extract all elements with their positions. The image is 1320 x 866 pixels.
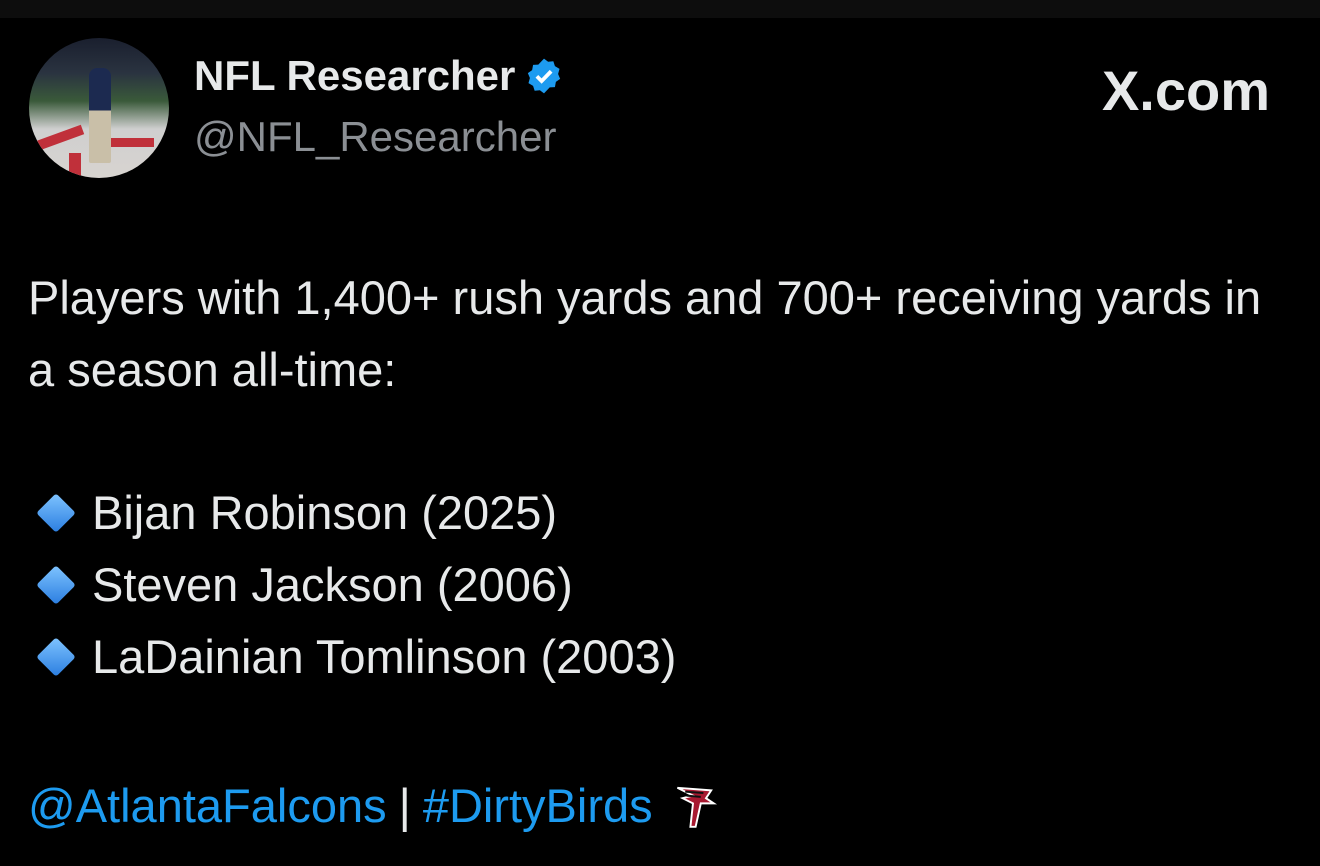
separator: | — [398, 779, 411, 832]
list-item-label: Steven Jackson (2006) — [92, 558, 573, 611]
falcons-logo-icon — [676, 786, 717, 828]
x-com-brand: X.com — [1101, 59, 1270, 122]
player-list: Bijan Robinson (2025) Steven Jackson (20… — [36, 477, 676, 693]
blue-diamond-icon — [36, 493, 76, 533]
author-handle[interactable]: @NFL_Researcher — [194, 113, 557, 160]
tweet-links: @AtlantaFalcons | #DirtyBirds — [28, 770, 719, 842]
list-item-label: LaDainian Tomlinson (2003) — [92, 630, 677, 683]
mention-link[interactable]: @AtlantaFalcons — [28, 779, 387, 832]
list-item: LaDainian Tomlinson (2003) — [36, 621, 676, 693]
blue-diamond-icon — [36, 637, 76, 677]
list-item: Bijan Robinson (2025) — [36, 477, 676, 549]
list-item: Steven Jackson (2006) — [36, 549, 676, 621]
hashtag-link[interactable]: #DirtyBirds — [422, 779, 653, 832]
verified-badge-icon — [528, 58, 561, 94]
list-item-label: Bijan Robinson (2025) — [92, 486, 558, 539]
avatar[interactable] — [29, 38, 169, 178]
tweet-intro: Players with 1,400+ rush yards and 700+ … — [28, 271, 1262, 396]
tweet-text: Players with 1,400+ rush yards and 700+ … — [28, 262, 1298, 406]
author-name-text: NFL Researcher — [194, 52, 516, 99]
author-name[interactable]: NFL Researcher — [194, 52, 563, 100]
top-bar — [0, 0, 1320, 18]
blue-diamond-icon — [36, 565, 76, 605]
